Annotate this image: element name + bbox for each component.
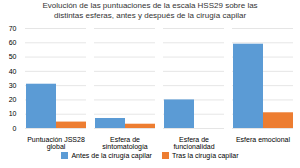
svg-text:0: 0 <box>13 125 17 132</box>
svg-text:20: 20 <box>9 96 17 103</box>
svg-text:70: 70 <box>9 25 17 32</box>
html-text:Evolución de las puntuaciones: Evolución de las puntuaciones de la esca… <box>42 1 258 20</box>
html-text:Antes de la cirugía capilar: Antes de la cirugía capilar <box>71 152 152 160</box>
svg-text:Esfera defuncionalidad: Esfera defuncionalidad <box>173 137 214 151</box>
svg-text:10: 10 <box>9 111 17 118</box>
svg-text:60: 60 <box>9 39 17 46</box>
svg-text:50: 50 <box>9 53 17 60</box>
svg-text:Puntuación JSS28global: Puntuación JSS28global <box>27 137 85 152</box>
svg-text:Esfera desintomatología: Esfera desintomatología <box>102 137 148 152</box>
svg-text:30: 30 <box>9 82 17 89</box>
svg-text:40: 40 <box>9 68 17 75</box>
svg-text:Esfera emocional: Esfera emocional <box>236 137 291 144</box>
html-text:Tras la cirugía capilar: Tras la cirugía capilar <box>171 152 239 160</box>
